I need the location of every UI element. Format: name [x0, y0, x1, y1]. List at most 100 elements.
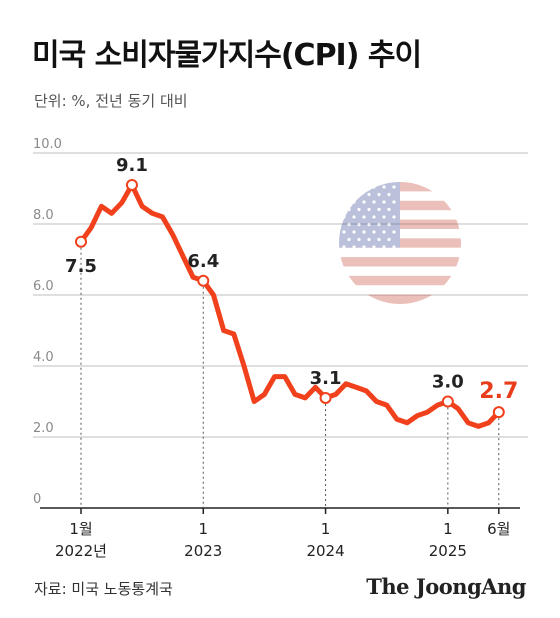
- flag-star: [372, 245, 376, 249]
- flag-star: [357, 207, 361, 212]
- flag-star: [352, 230, 356, 234]
- unit-label: 단위: %, 전년 동기 대비: [34, 92, 188, 110]
- flag-star: [362, 200, 366, 204]
- flag-star: [392, 215, 396, 219]
- data-label: 7.5: [65, 256, 97, 277]
- flag-stripe: [339, 257, 461, 267]
- flag-star: [392, 230, 396, 234]
- x-tick-label: 1: [321, 520, 331, 538]
- data-label: 3.1: [310, 368, 342, 389]
- x-tick-year-label: 2022년: [55, 542, 107, 560]
- y-tick-label: 10.0: [33, 137, 62, 152]
- flag-stripe: [339, 210, 461, 221]
- y-tick-label: 8.0: [33, 208, 54, 223]
- flag-star: [362, 230, 366, 234]
- flag-stripe: [339, 275, 461, 286]
- data-point-marker: [75, 235, 87, 248]
- flag-star: [357, 222, 361, 227]
- annotation-guides: [80, 247, 500, 508]
- chart-title: 미국 소비자물가지수(CPI) 추이: [32, 38, 422, 73]
- flag-star: [352, 245, 356, 249]
- flag-star: [342, 245, 346, 249]
- flag-star: [392, 200, 396, 204]
- flag-star: [387, 222, 391, 227]
- data-point-marker: [125, 178, 138, 191]
- y-tick-label: 4.0: [33, 350, 54, 365]
- cpi-series-line: [78, 182, 502, 429]
- flag-star: [372, 200, 376, 204]
- flag-star: [357, 192, 361, 197]
- flag-star: [387, 192, 391, 197]
- flag-star: [352, 200, 356, 204]
- flag-star: [382, 245, 386, 249]
- flag-star: [382, 200, 386, 204]
- flag-star: [387, 237, 391, 242]
- flag-star: [362, 215, 366, 219]
- source-note: 자료: 미국 노동통계국: [34, 580, 173, 598]
- x-tick-label: 1: [443, 520, 453, 538]
- flag-stripe: [339, 266, 461, 277]
- series-line: [78, 182, 502, 429]
- x-axis: 1월 2022년 1 2023 1 2024 1 2025 6월: [40, 507, 520, 560]
- flag-stripe: [339, 182, 461, 192]
- flag-star: [382, 230, 386, 234]
- y-tick-label: 0: [33, 492, 41, 507]
- flag-star: [352, 185, 356, 189]
- gridlines: 0 2.0 4.0 6.0 8.0 10.0: [33, 137, 528, 507]
- flag-stripe: [339, 200, 461, 211]
- flag-stripe: [339, 219, 461, 230]
- flag-star: [392, 245, 396, 249]
- flag-star: [382, 215, 386, 219]
- flag-stripe: [339, 285, 461, 296]
- y-tick-label: 2.0: [33, 421, 54, 436]
- flag-star: [367, 192, 371, 197]
- data-label: 2.7: [479, 379, 518, 404]
- data-labels: 7.5 9.1 6.4 3.1 3.0 2.7: [65, 155, 518, 419]
- flag-star: [377, 207, 381, 212]
- flag-star: [367, 222, 371, 227]
- data-point-marker: [197, 274, 210, 287]
- x-tick-label: 6월: [487, 520, 510, 538]
- flag-star: [367, 207, 371, 212]
- flag-star: [372, 185, 376, 189]
- flag-star: [342, 185, 346, 189]
- flag-star: [362, 185, 366, 189]
- flag-star: [342, 215, 346, 219]
- data-point-marker: [319, 391, 332, 404]
- flag-canton: [339, 182, 400, 248]
- flag-star: [357, 237, 361, 242]
- data-label: 6.4: [187, 251, 219, 272]
- flag-star: [347, 222, 351, 227]
- flag-star: [377, 222, 381, 227]
- flag-star: [387, 207, 391, 212]
- flag-star: [392, 185, 396, 189]
- flag-stripe: [339, 228, 461, 239]
- us-flag-icon: [339, 182, 461, 304]
- x-tick-year-label: 2024: [306, 542, 344, 560]
- flag-star: [347, 192, 351, 197]
- data-point-marker: [441, 395, 454, 408]
- x-tick-year-label: 2025: [429, 542, 467, 560]
- x-tick-label: 1월: [69, 520, 92, 538]
- flag-star: [382, 185, 386, 189]
- flag-stripe: [339, 238, 461, 249]
- flag-stripe: [339, 247, 461, 258]
- flag-star: [347, 237, 351, 242]
- flag-stripe: [339, 191, 461, 202]
- flag-star: [342, 230, 346, 234]
- flag-star: [352, 215, 356, 219]
- brand-logo: The JoongAng: [366, 574, 526, 599]
- x-tick-year-label: 2023: [184, 542, 222, 560]
- flag-star: [372, 230, 376, 234]
- y-tick-label: 6.0: [33, 279, 54, 294]
- flag-star: [377, 192, 381, 197]
- data-point-marker: [492, 406, 505, 419]
- flag-star: [377, 237, 381, 242]
- x-tick-label: 1: [199, 520, 209, 538]
- flag-stripe: [339, 294, 461, 304]
- flag-star: [347, 207, 351, 212]
- flag-star: [367, 237, 371, 242]
- data-label: 9.1: [116, 155, 148, 176]
- flag-star: [342, 200, 346, 204]
